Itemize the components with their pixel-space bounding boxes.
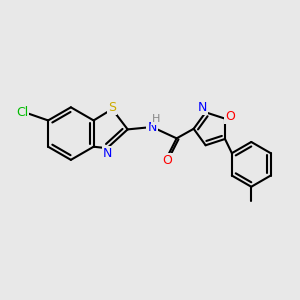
- Text: Cl: Cl: [16, 106, 28, 119]
- Text: N: N: [197, 101, 207, 114]
- Text: N: N: [103, 147, 112, 160]
- Text: O: O: [163, 154, 172, 167]
- Text: H: H: [152, 114, 160, 124]
- Text: S: S: [108, 101, 116, 114]
- Text: N: N: [148, 121, 157, 134]
- Text: O: O: [225, 110, 235, 123]
